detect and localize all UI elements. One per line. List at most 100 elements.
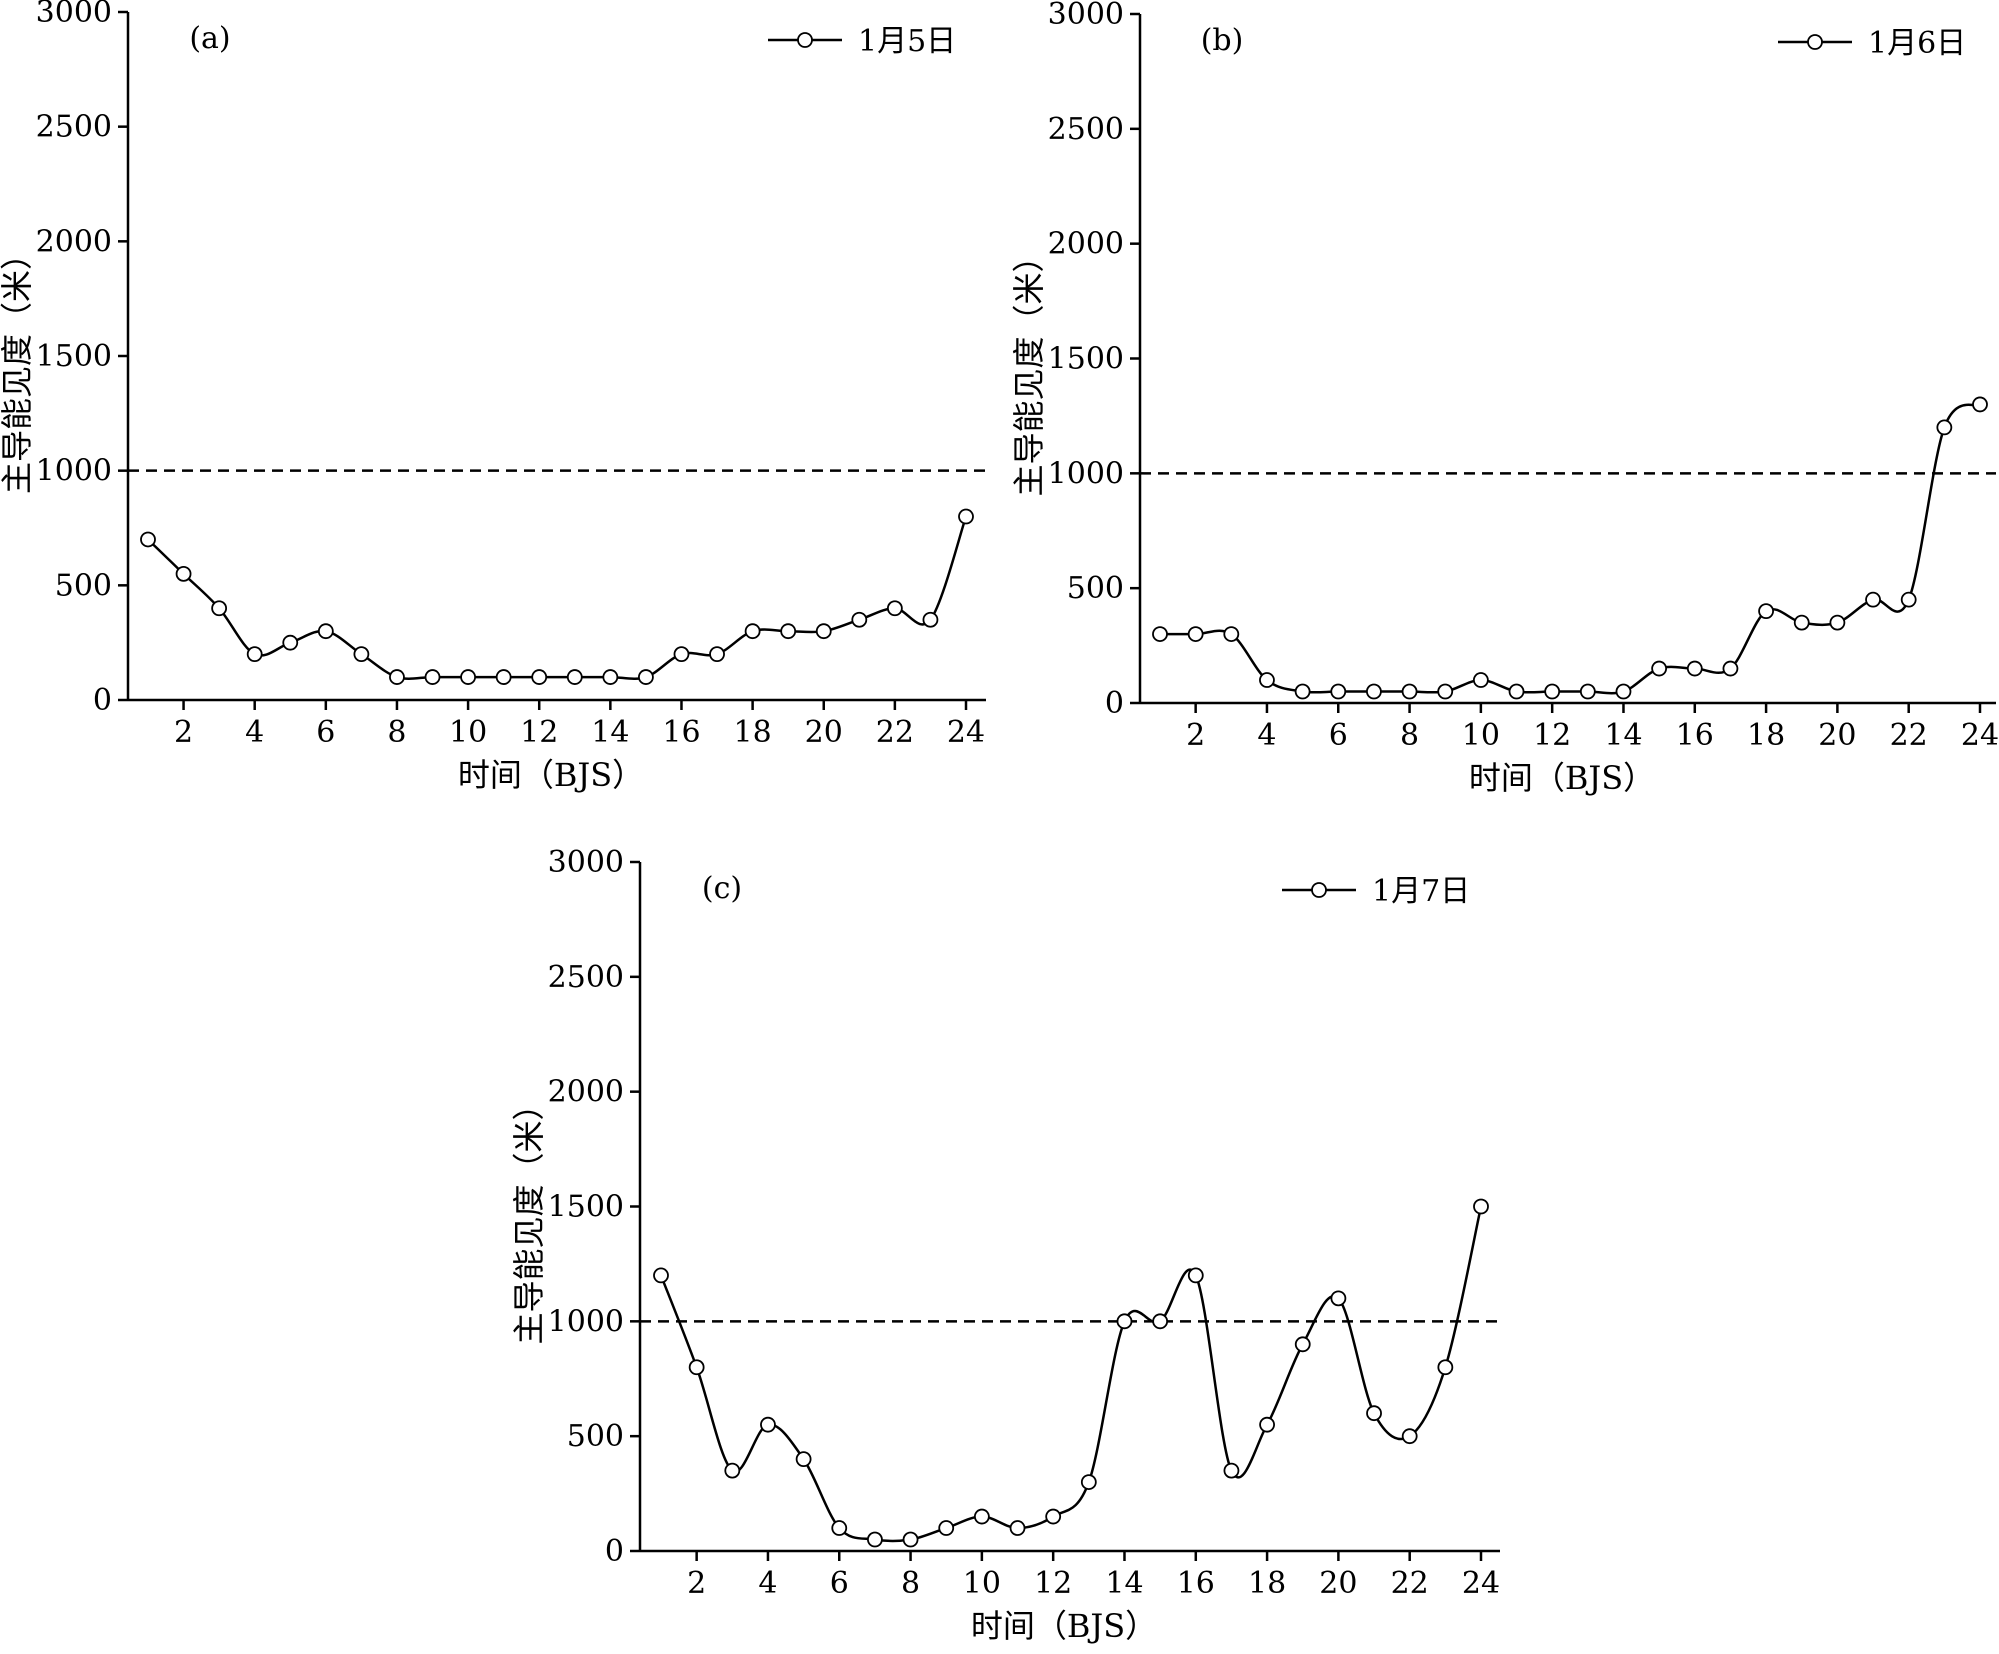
- y-tick-label: 2500: [1048, 112, 1124, 147]
- data-point: [1366, 1405, 1382, 1422]
- data-point: [744, 623, 761, 640]
- x-tick-label: 18: [1747, 718, 1785, 753]
- data-point: [851, 611, 868, 628]
- data-point: [1651, 660, 1668, 677]
- x-tick-label: 4: [1257, 718, 1276, 753]
- data-point: [1223, 626, 1240, 642]
- data-point: [1722, 660, 1739, 677]
- x-tick-label: 12: [520, 715, 558, 750]
- data-point: [1972, 396, 1988, 413]
- data-point: [867, 1531, 883, 1548]
- series-line: [147, 516, 968, 680]
- x-tick-label: 18: [1248, 1566, 1286, 1601]
- x-tick-label: 16: [1676, 718, 1714, 753]
- series-line: [659, 1206, 1483, 1543]
- x-tick-label: 8: [901, 1566, 920, 1601]
- legend-marker: [1807, 34, 1823, 50]
- data-point: [246, 646, 263, 663]
- data-point: [922, 611, 939, 628]
- data-point: [1936, 419, 1953, 436]
- data-point: [531, 669, 548, 685]
- x-tick-label: 14: [1105, 1566, 1143, 1601]
- x-tick-label: 22: [1391, 1566, 1429, 1601]
- y-tick-label: 3000: [548, 845, 624, 880]
- x-tick-label: 24: [1961, 718, 1999, 753]
- data-point: [140, 531, 156, 548]
- data-point: [602, 669, 619, 685]
- data-point: [1259, 1416, 1275, 1433]
- y-tick-label: 2000: [1048, 227, 1124, 262]
- panel-label: (b): [1201, 23, 1244, 58]
- x-tick-label: 6: [316, 715, 335, 750]
- legend-marker: [797, 32, 813, 48]
- data-point: [1294, 1336, 1311, 1353]
- x-tick-label: 20: [805, 715, 843, 750]
- x-tick-label: 12: [1034, 1566, 1072, 1601]
- data-point: [902, 1531, 919, 1548]
- x-tick-label: 4: [245, 715, 264, 750]
- data-point: [1473, 1198, 1489, 1215]
- data-point: [353, 646, 370, 663]
- data-point: [1579, 683, 1596, 700]
- x-tick-label: 20: [1818, 718, 1856, 753]
- x-tick-label: 6: [830, 1566, 849, 1601]
- y-tick-label: 1500: [36, 339, 112, 374]
- data-point: [1259, 672, 1275, 688]
- x-tick-label: 24: [947, 715, 985, 750]
- data-point: [1152, 626, 1168, 642]
- data-point: [460, 669, 476, 685]
- data-point: [688, 1359, 705, 1376]
- data-point: [1045, 1508, 1062, 1525]
- panel-label: (c): [702, 871, 742, 906]
- data-point: [1366, 683, 1382, 700]
- y-tick-label: 1000: [548, 1304, 624, 1339]
- y-tick-label: 1000: [36, 454, 112, 489]
- y-tick-label: 1500: [1048, 342, 1124, 377]
- data-point: [1401, 1428, 1418, 1445]
- legend-marker: [1311, 882, 1327, 898]
- x-tick-label: 10: [1462, 718, 1500, 753]
- y-tick-label: 3000: [1048, 0, 1124, 32]
- x-tick-label: 16: [1177, 1566, 1215, 1601]
- y-tick-label: 500: [1067, 571, 1124, 606]
- data-point: [1009, 1520, 1026, 1536]
- data-point: [1223, 1462, 1240, 1479]
- legend-label: 1月7日: [1372, 874, 1470, 909]
- data-point: [673, 646, 690, 663]
- y-tick-label: 3000: [36, 0, 112, 30]
- y-axis-title: 主导能见度（米）: [510, 1088, 548, 1344]
- y-axis-title: 主导能见度（米）: [0, 238, 36, 494]
- data-point: [1472, 672, 1489, 688]
- data-point: [886, 600, 903, 617]
- x-tick-label: 18: [734, 715, 772, 750]
- data-point: [958, 508, 974, 525]
- series-line: [1160, 403, 1981, 695]
- x-tick-label: 22: [1890, 718, 1928, 753]
- x-tick-label: 2: [687, 1566, 706, 1601]
- x-tick-label: 14: [591, 715, 629, 750]
- x-tick-label: 2: [174, 715, 193, 750]
- data-point: [1900, 591, 1917, 608]
- y-tick-label: 2000: [36, 224, 112, 259]
- data-point: [317, 623, 334, 640]
- y-tick-label: 1000: [1048, 456, 1124, 491]
- data-point: [653, 1267, 669, 1284]
- data-point: [1116, 1313, 1133, 1330]
- y-tick-label: 2500: [36, 110, 112, 145]
- x-axis-title: 时间（BJS）: [971, 1607, 1157, 1645]
- data-point: [1187, 626, 1204, 642]
- data-point: [1544, 683, 1561, 700]
- x-tick-label: 12: [1533, 718, 1571, 753]
- x-tick-label: 14: [1604, 718, 1642, 753]
- x-tick-label: 20: [1319, 1566, 1357, 1601]
- data-point: [973, 1508, 990, 1525]
- y-tick-label: 500: [567, 1419, 624, 1454]
- y-tick-label: 0: [605, 1534, 624, 1569]
- data-point: [1330, 683, 1347, 700]
- x-tick-label: 22: [876, 715, 914, 750]
- data-point: [282, 634, 299, 651]
- data-point: [1437, 683, 1454, 700]
- data-point: [1080, 1474, 1097, 1490]
- x-tick-label: 16: [662, 715, 700, 750]
